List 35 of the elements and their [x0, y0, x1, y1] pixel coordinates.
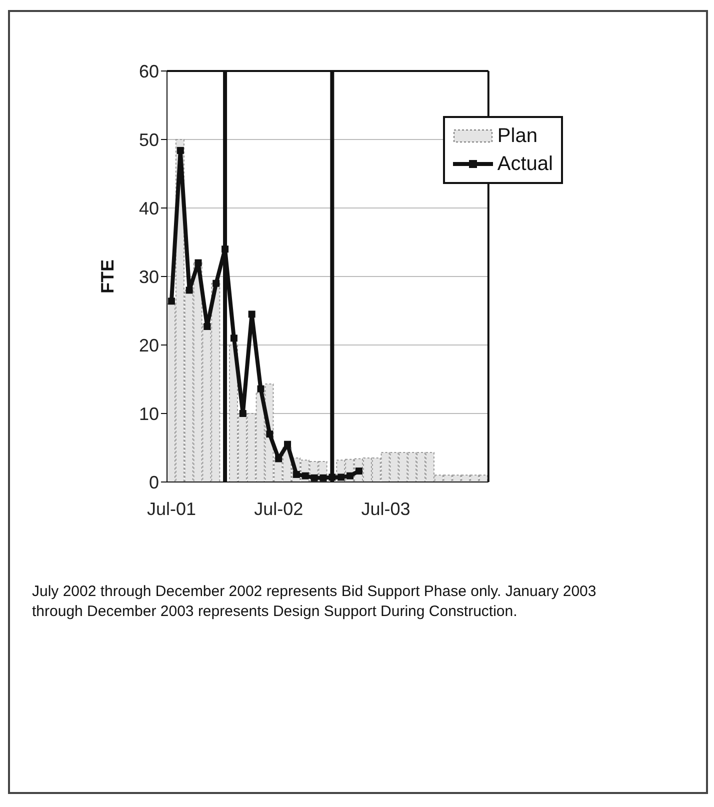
point: [284, 440, 292, 448]
point: [302, 472, 309, 480]
point: [204, 323, 211, 330]
point: [346, 472, 354, 480]
point: [239, 410, 246, 417]
point: [310, 474, 318, 482]
point: [176, 146, 184, 154]
point: [257, 385, 264, 392]
y-tick-label: 10: [138, 404, 159, 424]
legend-label: Plan: [497, 124, 538, 149]
text: July 2002 through December 2002 represents Bid Support Phase only. January 2003 through December 2003 represents Design Support During Construction.: [32, 582, 598, 622]
point: [328, 474, 336, 481]
y-tick-label: 60: [138, 61, 159, 82]
y-tick-label: 40: [138, 198, 159, 218]
point: [338, 474, 345, 481]
point: [222, 246, 229, 253]
point: [186, 286, 193, 294]
point: [266, 430, 274, 438]
x-tick-label: Jul-03: [361, 498, 410, 519]
x-tick-label: Jul-01: [146, 498, 196, 519]
point: [212, 280, 220, 287]
point: [320, 474, 327, 482]
point: [230, 334, 238, 342]
y-tick-label: 0: [148, 472, 159, 492]
y-tick-label: 30: [138, 266, 159, 287]
y-tick-label: 20: [138, 335, 159, 356]
point: [194, 259, 202, 266]
point: [292, 470, 300, 478]
point: [275, 455, 282, 462]
legend-label: Actual: [497, 152, 553, 177]
point: [248, 310, 256, 318]
y-axis-title: FTE: [97, 260, 118, 294]
point: [168, 298, 175, 305]
y-tick-label: 50: [138, 130, 159, 150]
x-tick-label: Jul-02: [254, 498, 304, 519]
